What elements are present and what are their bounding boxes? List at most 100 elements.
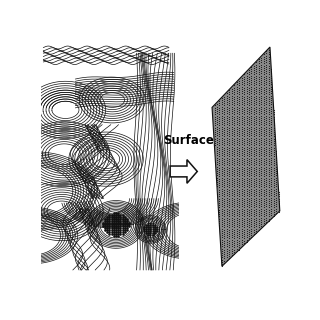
- Point: [219, 151, 224, 156]
- Point: [222, 247, 227, 252]
- Point: [217, 127, 222, 132]
- Point: [261, 209, 266, 214]
- Point: [239, 224, 244, 229]
- Point: [259, 193, 264, 198]
- Point: [236, 112, 242, 117]
- Point: [244, 228, 249, 233]
- Point: [271, 134, 276, 139]
- Point: [219, 213, 224, 218]
- Point: [224, 131, 229, 136]
- Point: [254, 162, 259, 167]
- Point: [256, 121, 261, 126]
- Point: [246, 225, 252, 230]
- Point: [232, 198, 237, 203]
- Point: [264, 217, 269, 222]
- Point: [249, 131, 254, 136]
- Point: [256, 109, 261, 115]
- Point: [236, 78, 242, 84]
- Point: [266, 101, 271, 106]
- Point: [246, 185, 252, 190]
- Point: [256, 223, 261, 228]
- Point: [256, 94, 261, 99]
- Point: [236, 240, 242, 245]
- Point: [236, 216, 242, 221]
- Point: [246, 183, 252, 188]
- Point: [246, 85, 252, 90]
- Point: [256, 156, 261, 161]
- Point: [252, 225, 257, 230]
- Point: [222, 238, 227, 243]
- Point: [219, 95, 224, 100]
- Point: [234, 102, 239, 107]
- Point: [266, 205, 271, 210]
- Point: [222, 107, 227, 112]
- Point: [244, 202, 249, 207]
- Point: [242, 227, 247, 232]
- Point: [212, 127, 217, 132]
- Point: [217, 167, 222, 172]
- Point: [217, 223, 222, 228]
- Point: [259, 195, 264, 200]
- Point: [271, 138, 276, 143]
- Point: [254, 184, 259, 189]
- Point: [234, 148, 239, 154]
- Point: [254, 206, 259, 211]
- Point: [268, 215, 274, 220]
- Point: [229, 91, 234, 96]
- Point: [246, 99, 252, 104]
- Point: [229, 186, 234, 191]
- Point: [259, 135, 264, 140]
- Point: [259, 168, 264, 173]
- Point: [271, 127, 276, 132]
- Point: [261, 200, 266, 205]
- Point: [236, 156, 242, 161]
- Point: [254, 195, 259, 200]
- Point: [239, 188, 244, 194]
- Point: [266, 127, 271, 132]
- Point: [249, 100, 254, 105]
- Point: [217, 109, 222, 115]
- Point: [252, 65, 257, 70]
- Point: [264, 220, 269, 225]
- Point: [246, 174, 252, 179]
- Point: [217, 174, 222, 179]
- Point: [224, 162, 229, 167]
- Point: [271, 114, 276, 119]
- Point: [242, 134, 247, 139]
- Point: [234, 204, 239, 209]
- Point: [266, 78, 271, 84]
- Point: [264, 89, 269, 94]
- Point: [252, 118, 257, 124]
- Point: [222, 152, 227, 157]
- Point: [222, 123, 227, 128]
- Point: [261, 123, 266, 128]
- Point: [266, 94, 271, 99]
- Point: [244, 104, 249, 109]
- Point: [254, 155, 259, 160]
- Point: [252, 216, 257, 221]
- Point: [274, 175, 279, 180]
- Polygon shape: [170, 160, 197, 183]
- Point: [254, 175, 259, 180]
- Point: [264, 168, 269, 173]
- Point: [264, 53, 269, 58]
- Point: [244, 195, 249, 200]
- Point: [264, 137, 269, 142]
- Point: [256, 227, 261, 232]
- Point: [229, 193, 234, 198]
- Point: [229, 202, 234, 207]
- Point: [239, 89, 244, 94]
- Point: [252, 169, 257, 174]
- Point: [252, 172, 257, 177]
- Point: [254, 100, 259, 105]
- Point: [227, 118, 232, 124]
- Point: [246, 154, 252, 159]
- Point: [268, 68, 274, 74]
- Point: [254, 84, 259, 89]
- Point: [217, 220, 222, 226]
- Point: [229, 135, 234, 140]
- Point: [222, 254, 227, 259]
- Point: [239, 144, 244, 149]
- Point: [252, 68, 257, 73]
- Point: [224, 151, 229, 156]
